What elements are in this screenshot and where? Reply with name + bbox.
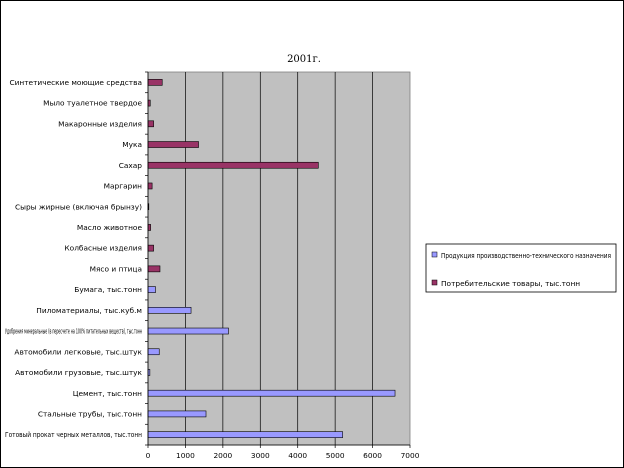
category-label: Готовый прокат черных металлов, тыс.тонн [5, 430, 142, 439]
category-label: Пиломатериалы, тыс.куб.м [36, 306, 142, 315]
legend: Продукция производственно-технического н… [425, 243, 617, 293]
gridlines [147, 72, 411, 448]
bar-series-0 [147, 348, 160, 356]
category-label: Макаронные изделия [58, 119, 142, 128]
x-tick-label: 6000 [363, 451, 382, 460]
category-label: Масло животное [77, 223, 143, 232]
x-tick-label: 4000 [288, 451, 307, 460]
chart-title: 2001г. [287, 54, 321, 65]
x-tick-label: 0 [146, 451, 151, 460]
legend-swatch-series-1 [431, 279, 438, 286]
x-tick-label: 7000 [401, 451, 420, 460]
bar-series-0 [147, 410, 207, 418]
bar-series-1 [147, 79, 163, 86]
legend-label-series-1: Потребительские товары, тыс.тонн [441, 279, 580, 288]
category-label: Автомобили легковые, тыс.штук [14, 347, 142, 356]
category-label: Удобрения минеральные (в пересчете на 10… [5, 327, 142, 336]
x-tick-label: 1000 [176, 451, 195, 460]
category-label: Мука [122, 140, 142, 149]
x-tick-label: 3000 [251, 451, 270, 460]
legend-swatch-series-0 [431, 251, 438, 258]
bar-series-1 [147, 265, 161, 273]
category-label: Колбасные изделия [64, 244, 142, 253]
plot-area [147, 71, 411, 446]
category-label: Автомобили грузовые, тыс.штук [15, 368, 142, 377]
bar-series-0 [147, 431, 343, 438]
category-label: Маргарин [104, 182, 143, 191]
category-label: Мыло туалетное твердое [43, 99, 142, 108]
bar-series-1 [147, 182, 153, 190]
bar-series-1 [147, 244, 154, 252]
bar-series-0 [147, 307, 192, 314]
bar-series-1 [147, 161, 319, 169]
legend-box [425, 243, 617, 293]
category-label: Мясо и птица [90, 264, 142, 273]
axes [145, 71, 410, 446]
bar-series-0 [147, 327, 229, 335]
x-tick-label: 2000 [213, 451, 232, 460]
tick-labels: 0 1000 2000 3000 4000 5000 6000 7000 [146, 451, 420, 460]
category-label: Цемент, тыс.тонн [73, 389, 142, 398]
legend-label-series-0: Продукция производственно-технического н… [441, 251, 611, 260]
bar-series-0 [147, 286, 156, 293]
bar-series-0 [147, 389, 396, 397]
category-label: Стальные трубы, тыс.тонн [38, 410, 142, 419]
category-label: Бумага, тыс.тонн [74, 285, 142, 294]
category-label: Сыры жирные (включая брынзу) [15, 202, 142, 211]
category-label: Сахар [119, 161, 143, 170]
x-tick-label: 5000 [326, 451, 345, 460]
category-label: Синтетические моющие средства [9, 78, 142, 87]
bar-series-1 [147, 141, 199, 148]
category-labels: Синтетические моющие средства Мыло туалет… [5, 78, 143, 439]
bar-series-1 [147, 120, 154, 128]
